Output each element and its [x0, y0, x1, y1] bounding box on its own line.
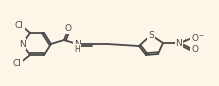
- Text: O: O: [65, 23, 71, 33]
- Text: H: H: [74, 44, 80, 53]
- Text: Cl: Cl: [14, 20, 23, 29]
- Text: S: S: [148, 31, 154, 39]
- Text: +: +: [182, 37, 187, 42]
- Text: N: N: [19, 39, 25, 49]
- Text: O: O: [191, 44, 198, 53]
- Text: N: N: [176, 39, 182, 47]
- Text: Cl: Cl: [12, 60, 21, 69]
- Text: N: N: [74, 39, 80, 49]
- Text: −: −: [198, 33, 203, 37]
- Text: O: O: [191, 34, 198, 42]
